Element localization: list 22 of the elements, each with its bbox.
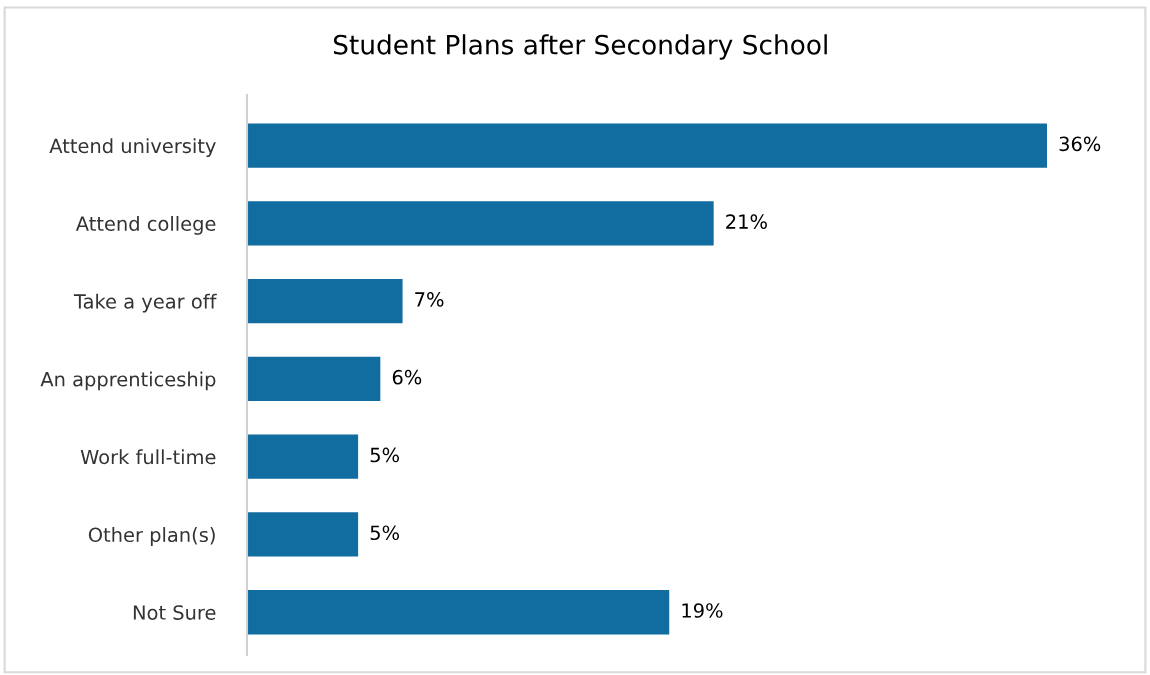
y-tick-label: An apprenticeship: [40, 371, 216, 391]
data-label: 21%: [726, 214, 767, 229]
data-label: 6%: [392, 369, 422, 385]
bar: [247, 201, 714, 246]
y-tick-label: Take a year off: [73, 293, 217, 313]
data-label: 5%: [370, 525, 399, 541]
bar: [247, 434, 359, 479]
chart-title: Student Plans after Secondary School: [333, 34, 827, 60]
y-tick-label: Other plan(s): [88, 527, 215, 546]
bar: [247, 278, 403, 324]
data-label: 19%: [682, 603, 723, 618]
data-label: 7%: [415, 292, 444, 307]
y-tick-label: Attend university: [49, 138, 216, 157]
y-tick-label: Not Sure: [133, 605, 216, 620]
y-tick-label: Attend college: [75, 215, 216, 235]
y-tick-label: Work full-time: [80, 449, 216, 465]
data-label: 5%: [370, 447, 399, 463]
bar: [247, 512, 359, 557]
bar: [247, 123, 1047, 168]
bar: [247, 590, 670, 635]
data-label: 36%: [1059, 136, 1101, 152]
bar: [247, 356, 381, 402]
